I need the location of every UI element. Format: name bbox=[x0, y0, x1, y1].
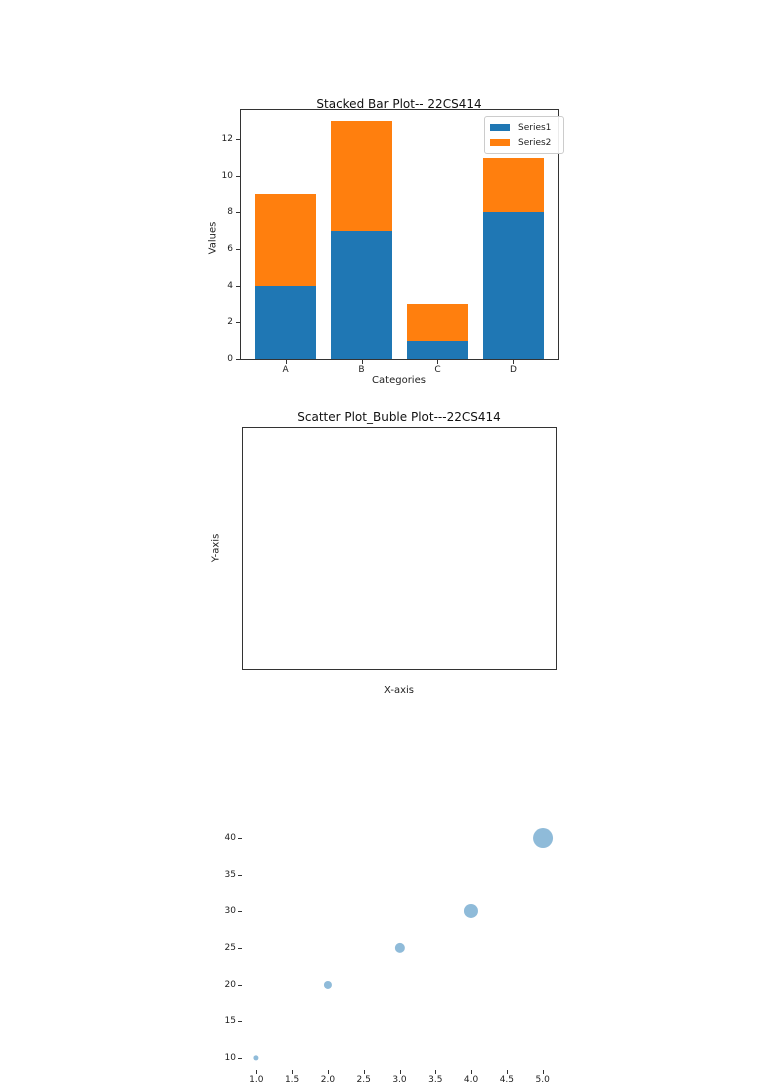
y-axis-label: Y-axis bbox=[210, 533, 222, 563]
y-tick-mark bbox=[238, 838, 242, 839]
chart-title: Scatter Plot_Buble Plot---22CS414 bbox=[297, 410, 501, 424]
bubble-scatter-chart: Scatter Plot_Buble Plot---22CS414 10 15 20… bbox=[0, 400, 768, 1085]
legend-item-series1: Series1 bbox=[490, 120, 558, 135]
x-tick-label: 4.5 bbox=[499, 1075, 515, 1085]
bar-series2-b bbox=[331, 120, 392, 231]
y-tick-label: 25 bbox=[224, 943, 236, 953]
x-tick-mark bbox=[471, 1070, 473, 1074]
y-tick-label: 8 bbox=[227, 207, 233, 218]
bubble-point bbox=[323, 980, 332, 989]
y-tick-label: 2 bbox=[227, 317, 233, 328]
x-tick-mark bbox=[292, 1070, 294, 1074]
x-tick-mark bbox=[513, 360, 515, 364]
y-tick-label: 20 bbox=[224, 979, 236, 990]
y-tick-mark bbox=[236, 285, 240, 287]
x-tick-mark bbox=[361, 360, 363, 364]
y-tick-mark bbox=[236, 249, 240, 251]
y-tick-label: 4 bbox=[227, 280, 233, 291]
bar-series2-a bbox=[255, 194, 316, 286]
bubble-point bbox=[394, 942, 405, 954]
x-tick-mark bbox=[399, 1070, 401, 1074]
legend-label: Series2 bbox=[518, 137, 552, 148]
bar-series1-b bbox=[331, 230, 392, 359]
x-tick-label: 3.0 bbox=[392, 1075, 407, 1085]
x-tick-mark bbox=[256, 1070, 258, 1074]
y-tick-label: 35 bbox=[224, 869, 236, 880]
x-tick-mark bbox=[542, 1070, 544, 1074]
x-tick-label: 2.5 bbox=[356, 1075, 371, 1085]
x-tick-label: D bbox=[509, 365, 517, 375]
y-tick-mark bbox=[236, 175, 240, 177]
y-tick-label: 6 bbox=[227, 244, 233, 255]
legend-swatch-series2 bbox=[490, 139, 510, 146]
y-tick-label: 30 bbox=[224, 906, 236, 917]
x-tick-mark bbox=[435, 1070, 437, 1074]
legend: Series1 Series2 bbox=[484, 116, 564, 154]
x-tick-mark bbox=[506, 1070, 508, 1074]
x-tick-mark bbox=[437, 360, 439, 364]
x-tick-label: 4.0 bbox=[463, 1075, 479, 1085]
y-tick-label: 0 bbox=[227, 354, 233, 364]
bubble-point bbox=[532, 828, 553, 848]
x-tick-label: 5.0 bbox=[535, 1075, 550, 1085]
x-tick-label: 2.0 bbox=[320, 1075, 336, 1085]
y-tick-mark bbox=[238, 984, 242, 986]
y-tick-label: 40 bbox=[224, 833, 236, 843]
x-tick-mark bbox=[285, 360, 287, 364]
y-tick-mark bbox=[236, 212, 240, 214]
bar-series1-a bbox=[255, 285, 316, 359]
bar-series2-c bbox=[407, 304, 468, 341]
x-tick-label: B bbox=[358, 365, 365, 375]
y-axis-label: Values bbox=[207, 221, 219, 255]
x-tick-label: 1.0 bbox=[249, 1075, 264, 1085]
bubble-point bbox=[253, 1055, 259, 1061]
x-tick-label: C bbox=[434, 365, 441, 375]
bar-series1-c bbox=[407, 340, 468, 359]
bubble-point bbox=[464, 904, 479, 919]
legend-swatch-series1 bbox=[490, 124, 510, 131]
legend-item-series2: Series2 bbox=[490, 135, 558, 150]
y-tick-mark bbox=[236, 359, 240, 360]
y-tick-mark bbox=[238, 1058, 242, 1059]
y-tick-mark bbox=[238, 911, 242, 913]
y-tick-mark bbox=[238, 948, 242, 949]
legend-label: Series1 bbox=[518, 122, 552, 133]
x-tick-mark bbox=[363, 1070, 365, 1074]
y-tick-mark bbox=[238, 1021, 242, 1023]
y-tick-label: 15 bbox=[224, 1016, 236, 1027]
x-axis-label: Categories bbox=[372, 375, 426, 386]
y-tick-label: 10 bbox=[224, 1053, 236, 1063]
y-tick-label: 10 bbox=[221, 170, 233, 181]
y-tick-label: 12 bbox=[221, 134, 233, 145]
x-tick-label: A bbox=[282, 365, 289, 375]
y-tick-mark bbox=[238, 874, 242, 876]
x-tick-label: 1.5 bbox=[284, 1075, 300, 1085]
y-tick-mark bbox=[236, 139, 240, 141]
bar-series2-d bbox=[483, 157, 544, 213]
y-tick-mark bbox=[236, 322, 240, 324]
plot-area bbox=[242, 427, 557, 670]
x-tick-mark bbox=[327, 1070, 329, 1074]
chart-title: Stacked Bar Plot-- 22CS414 bbox=[316, 97, 482, 111]
x-axis-label: X-axis bbox=[384, 685, 414, 696]
bar-series1-d bbox=[483, 212, 544, 359]
x-tick-label: 3.5 bbox=[428, 1075, 443, 1085]
